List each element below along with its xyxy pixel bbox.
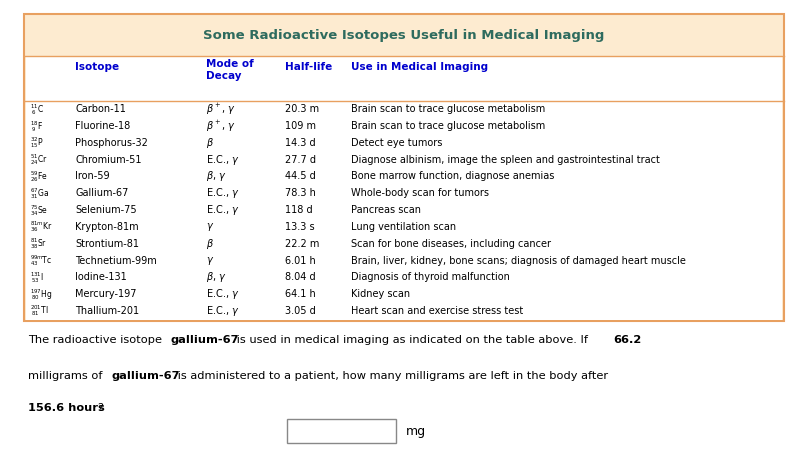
Text: $^{201}_{\;81}$Tl: $^{201}_{\;81}$Tl [30, 303, 48, 318]
Text: Lung ventilation scan: Lung ventilation scan [351, 222, 457, 232]
Text: Bone marrow function, diagnose anemias: Bone marrow function, diagnose anemias [351, 172, 555, 182]
Text: 3.05 d: 3.05 d [285, 306, 316, 316]
Text: 64.1 h: 64.1 h [285, 289, 316, 299]
Text: Half-life: Half-life [285, 62, 332, 72]
Text: Detect eye tumors: Detect eye tumors [351, 138, 443, 148]
Text: gallium-67: gallium-67 [170, 335, 239, 345]
Text: $\beta^+$, $\gamma$: $\beta^+$, $\gamma$ [206, 119, 236, 134]
Text: Fluorine-18: Fluorine-18 [75, 121, 130, 131]
Text: Kidney scan: Kidney scan [351, 289, 410, 299]
Text: $\beta$: $\beta$ [206, 237, 214, 251]
Text: Thallium-201: Thallium-201 [75, 306, 139, 316]
Text: 118 d: 118 d [285, 205, 313, 215]
Text: $^{81}_{38}$Sr: $^{81}_{38}$Sr [30, 236, 47, 251]
Text: $^{75}_{34}$Se: $^{75}_{34}$Se [30, 203, 48, 218]
Text: 6.01 h: 6.01 h [285, 256, 316, 265]
Text: $^{67}_{31}$Ga: $^{67}_{31}$Ga [30, 186, 49, 201]
Text: 66.2: 66.2 [613, 335, 642, 345]
Text: mg: mg [406, 424, 426, 438]
Text: Brain, liver, kidney, bone scans; diagnosis of damaged heart muscle: Brain, liver, kidney, bone scans; diagno… [351, 256, 686, 265]
Text: is used in medical imaging as indicated on the table above. If: is used in medical imaging as indicated … [234, 335, 591, 345]
Text: $^{32}_{15}$P: $^{32}_{15}$P [30, 136, 44, 151]
Text: Iodine-131: Iodine-131 [75, 272, 127, 282]
Text: Scan for bone diseases, including cancer: Scan for bone diseases, including cancer [351, 239, 552, 249]
Text: The radioactive isotope: The radioactive isotope [28, 335, 166, 345]
Text: $^{59}_{26}$Fe: $^{59}_{26}$Fe [30, 169, 48, 184]
Text: $\gamma$: $\gamma$ [206, 255, 214, 266]
Text: 109 m: 109 m [285, 121, 316, 131]
Text: Mercury-197: Mercury-197 [75, 289, 137, 299]
Bar [287, 419, 396, 443]
Text: ?: ? [97, 403, 103, 413]
Text: $^{131}_{\;53}$I: $^{131}_{\;53}$I [30, 270, 44, 285]
Text: Phosphorus-32: Phosphorus-32 [75, 138, 148, 148]
Text: Heart scan and exercise stress test: Heart scan and exercise stress test [351, 306, 524, 316]
Text: E.C., $\gamma$: E.C., $\gamma$ [206, 287, 240, 301]
Text: Mode of
Decay: Mode of Decay [206, 59, 254, 81]
Text: E.C., $\gamma$: E.C., $\gamma$ [206, 304, 240, 318]
Bar [26, 57, 782, 320]
Text: Krypton-81m: Krypton-81m [75, 222, 139, 232]
Text: Use in Medical Imaging: Use in Medical Imaging [351, 62, 489, 72]
Text: Some Radioactive Isotopes Useful in Medical Imaging: Some Radioactive Isotopes Useful in Medi… [204, 29, 604, 42]
Text: Pancreas scan: Pancreas scan [351, 205, 422, 215]
Text: $^{18}_{\;9}$F: $^{18}_{\;9}$F [30, 119, 43, 134]
Text: Technetium-99m: Technetium-99m [75, 256, 157, 265]
Text: $\beta^+$, $\gamma$: $\beta^+$, $\gamma$ [206, 102, 236, 117]
Text: E.C., $\gamma$: E.C., $\gamma$ [206, 153, 240, 166]
Text: 22.2 m: 22.2 m [285, 239, 320, 249]
Text: Carbon-11: Carbon-11 [75, 104, 126, 114]
Text: 8.04 d: 8.04 d [285, 272, 316, 282]
Text: Iron-59: Iron-59 [75, 172, 110, 182]
Text: 44.5 d: 44.5 d [285, 172, 316, 182]
Text: 27.7 d: 27.7 d [285, 155, 316, 165]
Text: $\beta$, $\gamma$: $\beta$, $\gamma$ [206, 270, 227, 284]
Text: Isotope: Isotope [75, 62, 120, 72]
Text: Diagnose albinism, image the spleen and gastrointestinal tract: Diagnose albinism, image the spleen and … [351, 155, 660, 165]
Text: Diagnosis of thyroid malfunction: Diagnosis of thyroid malfunction [351, 272, 511, 282]
Text: Whole-body scan for tumors: Whole-body scan for tumors [351, 188, 490, 198]
Text: E.C., $\gamma$: E.C., $\gamma$ [206, 203, 240, 217]
Text: Brain scan to trace glucose metabolism: Brain scan to trace glucose metabolism [351, 121, 545, 131]
Text: Gallium-67: Gallium-67 [75, 188, 128, 198]
Text: Selenium-75: Selenium-75 [75, 205, 137, 215]
Text: $^{99m}_{43}$Tc: $^{99m}_{43}$Tc [30, 253, 53, 268]
Text: $\beta$, $\gamma$: $\beta$, $\gamma$ [206, 169, 227, 183]
Text: 14.3 d: 14.3 d [285, 138, 316, 148]
Text: $^{81m}_{36}$Kr: $^{81m}_{36}$Kr [30, 219, 53, 234]
Text: 78.3 h: 78.3 h [285, 188, 316, 198]
Text: $^{11}_{\;6}$C: $^{11}_{\;6}$C [30, 102, 44, 117]
Text: gallium-67: gallium-67 [112, 371, 180, 380]
Text: $\gamma$: $\gamma$ [206, 221, 214, 233]
Text: E.C., $\gamma$: E.C., $\gamma$ [206, 186, 240, 200]
Bar [24, 14, 784, 321]
Text: is administered to a patient, how many milligrams are left in the body after: is administered to a patient, how many m… [174, 371, 608, 380]
Text: $^{197}_{\;80}$Hg: $^{197}_{\;80}$Hg [30, 287, 53, 302]
Text: 20.3 m: 20.3 m [285, 104, 319, 114]
Text: Strontium-81: Strontium-81 [75, 239, 139, 249]
Text: $^{51}_{24}$Cr: $^{51}_{24}$Cr [30, 152, 48, 167]
Text: 156.6 hours: 156.6 hours [28, 403, 105, 413]
Text: $\beta$: $\beta$ [206, 136, 214, 150]
Text: Chromium-51: Chromium-51 [75, 155, 141, 165]
Text: milligrams of: milligrams of [28, 371, 107, 380]
Text: Brain scan to trace glucose metabolism: Brain scan to trace glucose metabolism [351, 104, 545, 114]
Text: 13.3 s: 13.3 s [285, 222, 315, 232]
